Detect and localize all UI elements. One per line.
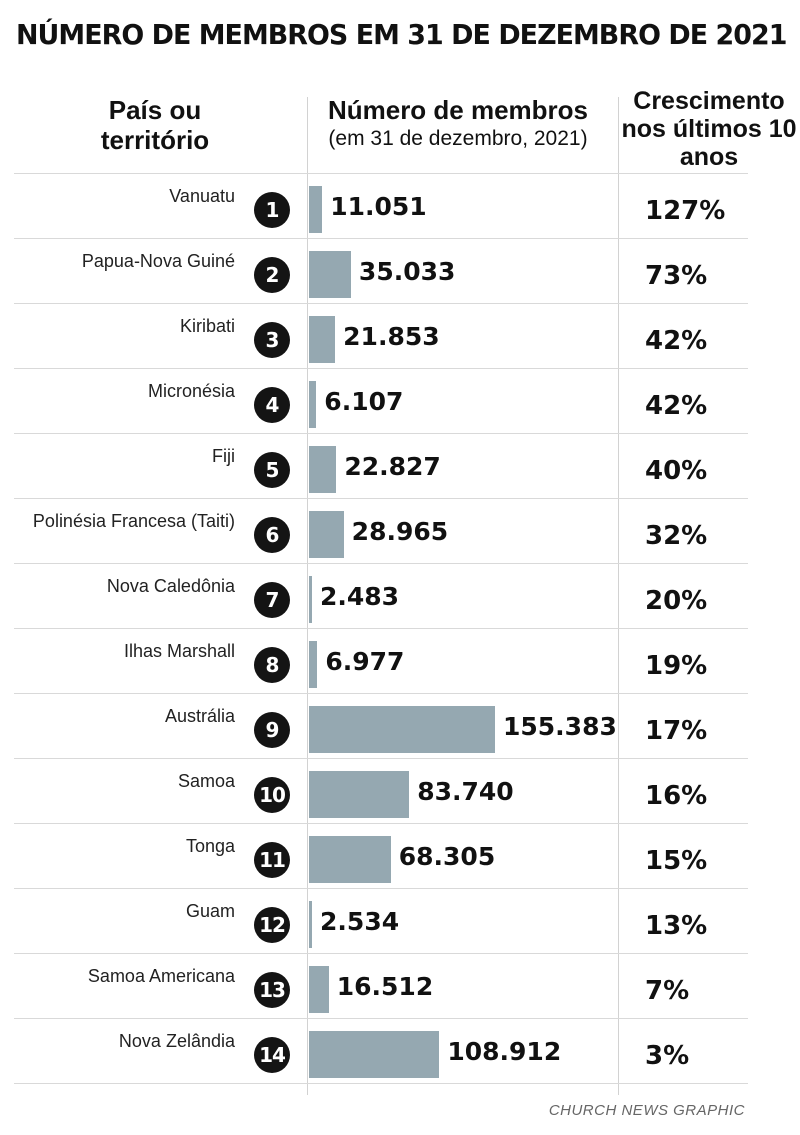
- header-members: Número de membros (em 31 de dezembro, 20…: [308, 95, 608, 153]
- row-divider: [14, 888, 748, 889]
- bar-value-label: 28.965: [351, 517, 449, 546]
- rank-badge: 14: [254, 1037, 290, 1073]
- credit-text: CHURCH NEWS GRAPHIC: [548, 1102, 745, 1119]
- growth-value: 42%: [645, 326, 708, 356]
- growth-value: 16%: [645, 781, 708, 811]
- rank-badge: 7: [254, 582, 290, 618]
- rank-badge: 1: [254, 192, 290, 228]
- bar-value-label: 6.977: [325, 647, 405, 676]
- row-divider: [14, 758, 748, 759]
- rank-badge: 6: [254, 517, 290, 553]
- row-divider: [14, 1018, 748, 1019]
- chart-title: NÚMERO DE MEMBROS EM 31 DE DEZEMBRO DE 2…: [16, 18, 787, 51]
- row-divider: [14, 1083, 748, 1084]
- bar: [309, 641, 318, 688]
- bar: [309, 511, 344, 558]
- row-divider: [14, 303, 748, 304]
- bar: [309, 901, 313, 948]
- row-divider: [14, 563, 748, 564]
- growth-value: 19%: [645, 651, 708, 681]
- bar-value-label: 35.033: [358, 257, 456, 286]
- row-divider: [14, 498, 748, 499]
- bar-value-label: 155.383: [503, 712, 617, 741]
- bar-value-label: 68.305: [398, 842, 496, 871]
- country-label: Austrália: [164, 706, 235, 726]
- country-label: Fiji: [212, 446, 235, 466]
- bar: [309, 186, 323, 233]
- rank-badge: 10: [254, 777, 290, 813]
- bar: [309, 316, 336, 363]
- header-country: País ou território: [100, 95, 210, 155]
- growth-value: 7%: [645, 976, 690, 1006]
- bar: [309, 251, 351, 298]
- row-divider: [14, 823, 748, 824]
- bar-value-label: 83.740: [417, 777, 514, 806]
- bar-value-label: 21.853: [343, 322, 440, 351]
- column-divider-1: [307, 97, 308, 1095]
- country-label: Kiribati: [179, 316, 235, 336]
- country-label: Polinésia Francesa (Taiti): [32, 511, 235, 531]
- bar-value-label: 2.483: [319, 582, 400, 611]
- row-divider: [14, 628, 748, 629]
- growth-value: 73%: [645, 261, 708, 291]
- growth-value: 13%: [645, 911, 708, 941]
- rank-badge: 11: [254, 842, 290, 878]
- bar: [309, 381, 317, 428]
- bar: [309, 576, 312, 623]
- bar: [309, 1031, 440, 1078]
- row-divider: [14, 693, 748, 694]
- rank-badge: 5: [254, 452, 290, 488]
- growth-value: 20%: [645, 586, 708, 616]
- row-divider: [14, 238, 748, 239]
- bar-value-label: 108.912: [447, 1037, 562, 1066]
- growth-value: 40%: [645, 456, 708, 486]
- growth-value: 3%: [645, 1041, 690, 1071]
- bar-value-label: 2.534: [320, 907, 400, 936]
- growth-value: 15%: [645, 846, 708, 876]
- rank-badge: 2: [254, 257, 290, 293]
- header-members-line2: (em 31 de dezembro, 2021): [328, 127, 588, 150]
- country-label: Samoa Americana: [87, 966, 235, 986]
- bar: [309, 966, 329, 1013]
- country-label: Tonga: [185, 836, 235, 856]
- country-label: Nova Caledônia: [106, 576, 235, 596]
- row-divider: [14, 433, 748, 434]
- bar-value-label: 22.827: [344, 452, 441, 481]
- rank-badge: 4: [254, 387, 290, 423]
- growth-value: 127%: [645, 196, 726, 226]
- bar: [309, 836, 391, 883]
- growth-value: 17%: [645, 716, 708, 746]
- growth-value: 32%: [645, 521, 708, 551]
- rank-badge: 8: [254, 647, 290, 683]
- bar-value-label: 6.107: [324, 387, 404, 416]
- country-label: Nova Zelândia: [118, 1031, 235, 1051]
- country-label: Vanuatu: [169, 186, 235, 206]
- country-label: Papua-Nova Guiné: [81, 251, 235, 271]
- rank-badge: 3: [254, 322, 290, 358]
- row-divider: [14, 953, 748, 954]
- row-divider: [14, 173, 748, 174]
- column-divider-2: [618, 97, 619, 1095]
- country-label: Ilhas Marshall: [123, 641, 235, 661]
- rank-badge: 9: [254, 712, 290, 748]
- bar: [309, 771, 410, 818]
- header-members-line1: Número de membros: [327, 95, 589, 125]
- row-divider: [14, 368, 748, 369]
- bar: [309, 446, 337, 493]
- growth-value: 42%: [645, 391, 708, 421]
- rank-badge: 13: [254, 972, 290, 1008]
- bar: [309, 706, 495, 753]
- bar-value-label: 16.512: [336, 972, 434, 1001]
- country-label: Samoa: [177, 771, 235, 791]
- rank-badge: 12: [254, 907, 290, 943]
- country-label: Micronésia: [147, 381, 235, 401]
- header-growth: Crescimento nos últimos 10 anos: [621, 87, 797, 171]
- bar-value-label: 11.051: [330, 192, 427, 221]
- country-label: Guam: [185, 901, 235, 921]
